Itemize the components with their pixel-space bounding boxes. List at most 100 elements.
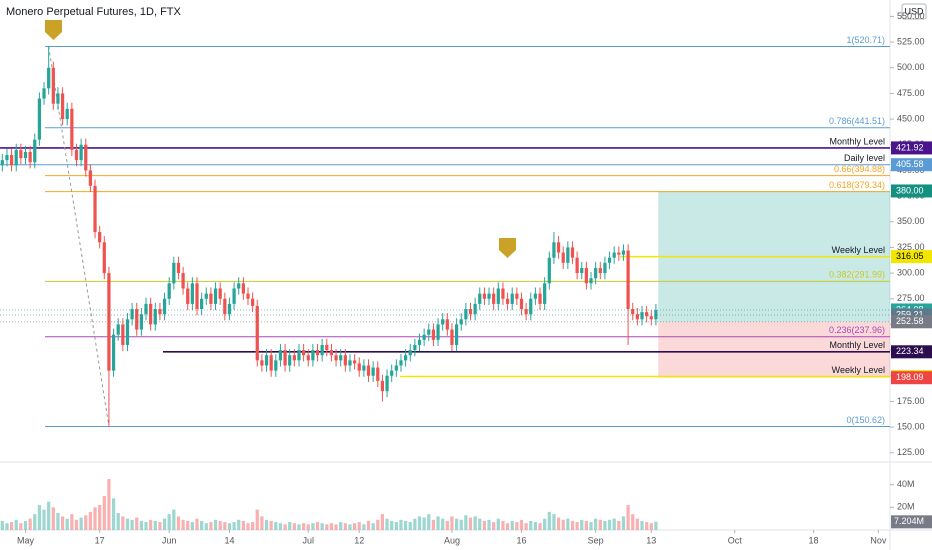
- volume-bar: [144, 522, 148, 530]
- candle-body: [524, 309, 528, 315]
- candle-body: [631, 309, 635, 315]
- candle-body: [654, 309, 658, 320]
- marker-flag: [499, 238, 516, 258]
- volume-bar: [260, 516, 264, 530]
- volume-bar: [603, 520, 607, 530]
- candle-body: [454, 324, 459, 345]
- candle-body: [98, 232, 102, 243]
- candle-body: [515, 293, 519, 299]
- candle-body: [505, 298, 510, 304]
- volume-bar: [311, 523, 315, 530]
- x-tick-label: 16: [516, 535, 526, 545]
- volume-bar: [626, 505, 630, 530]
- volume-bar: [547, 511, 551, 530]
- volume-bar: [56, 513, 60, 530]
- volume-bar: [102, 496, 106, 530]
- volume-bar: [42, 509, 46, 530]
- volume-bar: [543, 518, 547, 530]
- axis-price: 198.09: [896, 372, 924, 382]
- position-loss: [658, 321, 890, 378]
- volume-bar: [357, 522, 361, 530]
- candle-body: [60, 93, 65, 120]
- level-price-box: [891, 250, 932, 264]
- volume-bar: [649, 523, 653, 530]
- candle-body: [408, 350, 412, 356]
- candle-body: [399, 360, 403, 366]
- candle-body: [125, 319, 130, 345]
- candle-body: [617, 252, 621, 255]
- volume-bar: [645, 522, 649, 530]
- candle-body: [621, 250, 626, 255]
- volume-bar: [376, 519, 380, 530]
- level-label: 0.786(441.51): [829, 116, 885, 126]
- volume-bar: [533, 522, 538, 530]
- level-label: 1(520.71): [846, 35, 885, 45]
- candle-body: [478, 293, 482, 304]
- candle-body: [441, 319, 445, 325]
- volume-bar: [422, 517, 426, 530]
- volume-bar: [269, 520, 273, 530]
- level-label: Daily level: [844, 153, 885, 163]
- candle-body: [343, 355, 347, 366]
- volume-bar: [417, 516, 422, 530]
- level-label: Weekly Level: [832, 365, 885, 375]
- volume-bar: [556, 517, 561, 530]
- candle-body: [575, 257, 579, 274]
- candle-body: [339, 355, 343, 361]
- volume-bar: [130, 519, 134, 530]
- candle-body: [589, 278, 593, 284]
- y-tick-label: 525.00: [897, 36, 925, 46]
- volume-bar: [181, 519, 185, 530]
- volume-bar: [459, 519, 463, 530]
- volume-bar: [315, 522, 320, 530]
- volume-bar: [538, 523, 542, 530]
- candle-body: [566, 247, 570, 263]
- volume-bar: [204, 523, 208, 530]
- candle-body: [213, 288, 218, 304]
- candle-body: [288, 355, 292, 366]
- x-tick-label: Nov: [870, 535, 887, 545]
- y-tick-label: 125.00: [897, 447, 925, 457]
- volume-bar: [570, 520, 575, 530]
- candle-body: [612, 252, 616, 258]
- volume-bar: [14, 519, 18, 530]
- volume-bar: [468, 517, 473, 530]
- candle-body: [56, 93, 60, 104]
- volume-bar: [9, 522, 14, 530]
- candle-body: [459, 319, 463, 325]
- volume-bar: [339, 522, 343, 530]
- candle-body: [594, 267, 598, 279]
- candle-body: [501, 288, 505, 299]
- x-tick-label: 18: [809, 535, 819, 545]
- volume-bar: [394, 522, 398, 530]
- currency-box[interactable]: [901, 3, 927, 20]
- volume-bar: [241, 520, 245, 530]
- candle-body: [496, 288, 500, 304]
- candle-body: [645, 312, 649, 317]
- volume-bar: [0, 520, 4, 530]
- x-tick-label: Sep: [588, 535, 604, 545]
- candle-body: [246, 293, 250, 299]
- candle-body: [431, 329, 436, 340]
- candle-body: [33, 139, 37, 163]
- candle-body: [292, 355, 296, 361]
- level-label: 0.382(291.99): [829, 270, 885, 280]
- candle-body: [417, 339, 422, 345]
- candle-body: [218, 288, 222, 299]
- x-tick-label: Jun: [162, 535, 177, 545]
- candle-body: [538, 293, 542, 304]
- chart-title: Monero Perpetual Futures, 1D, FTX: [6, 6, 182, 18]
- volume-bar: [408, 522, 412, 530]
- volume-bar: [441, 518, 445, 530]
- candle-body: [28, 151, 32, 163]
- candle-body: [255, 305, 259, 361]
- x-tick-label: 17: [95, 535, 105, 545]
- candle-body: [598, 267, 602, 274]
- candle-body: [390, 370, 394, 376]
- x-tick-label: May: [17, 535, 35, 545]
- volume-bar: [98, 505, 102, 530]
- axis-price: 252.58: [896, 316, 924, 326]
- volume-bar: [450, 516, 454, 530]
- volume-bar: [584, 520, 589, 530]
- candle-body: [376, 367, 380, 381]
